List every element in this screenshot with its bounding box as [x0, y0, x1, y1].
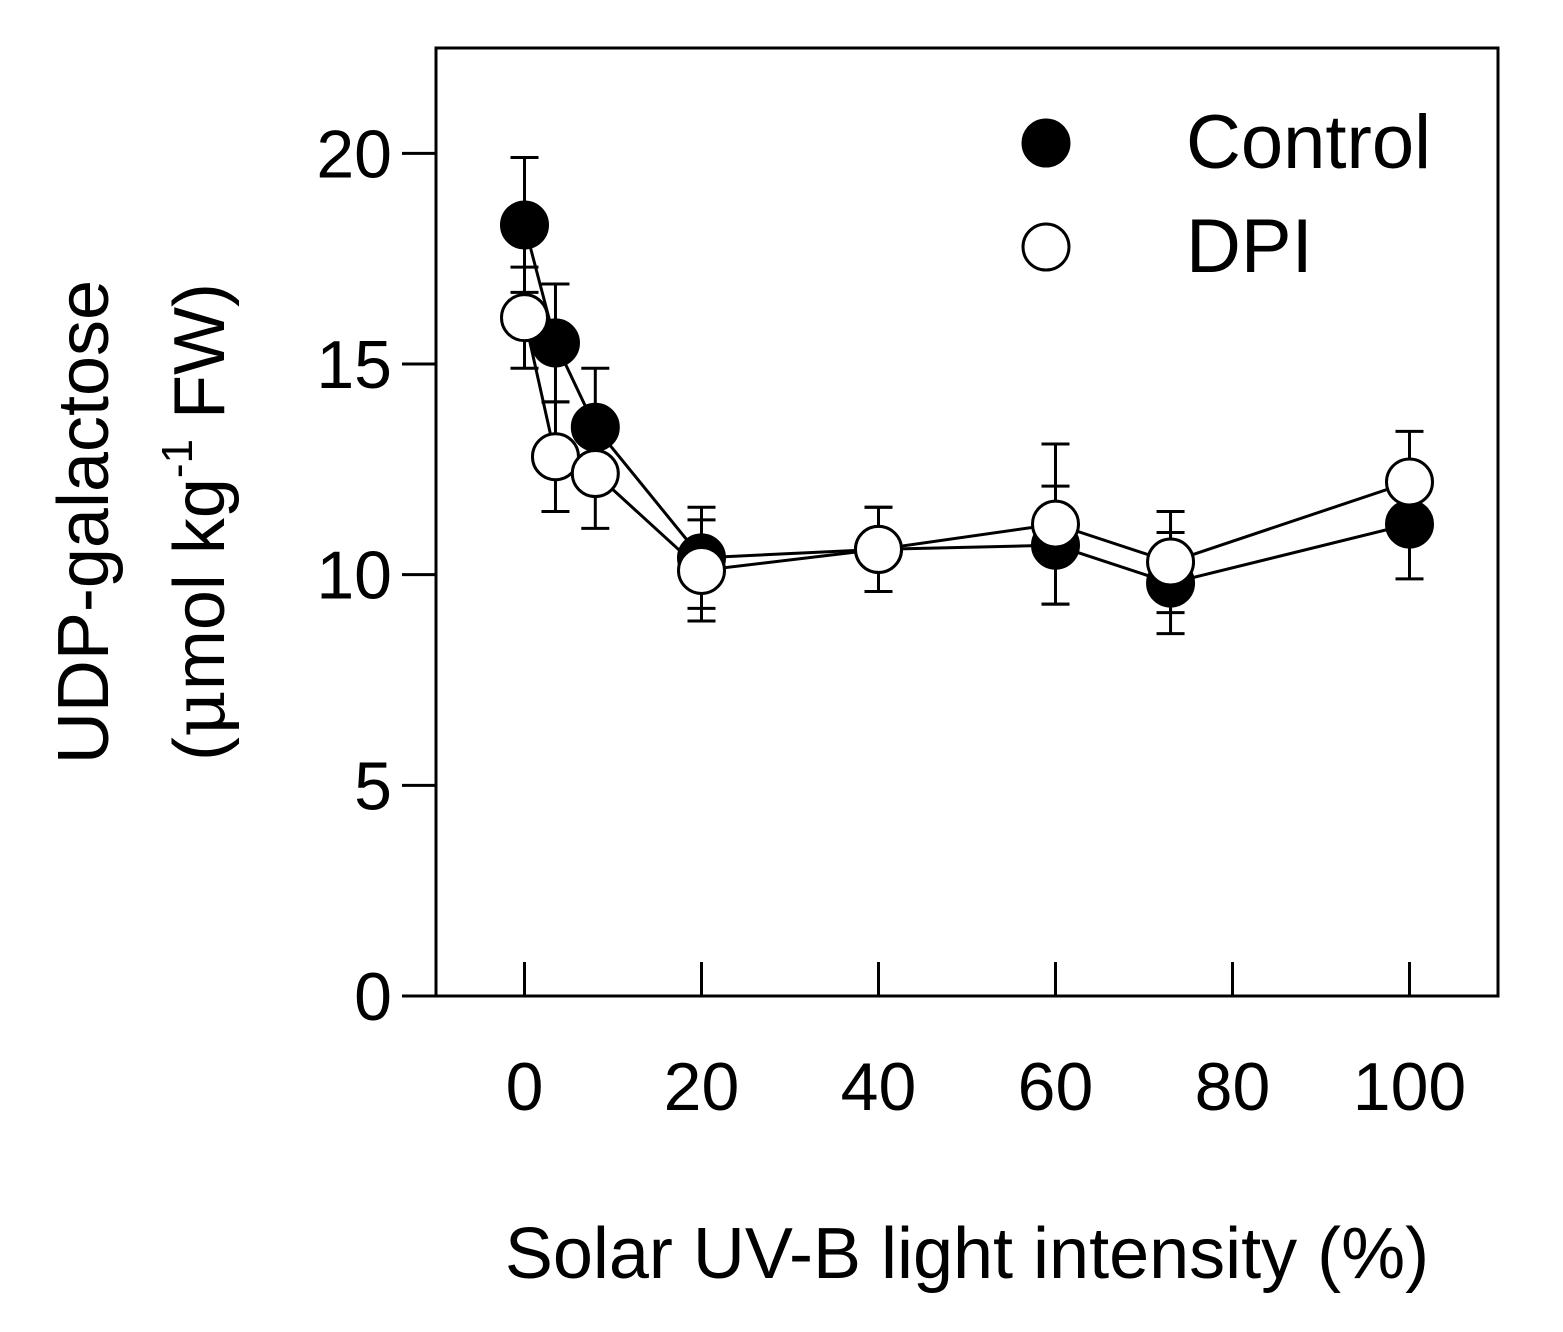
x-tick-label: 0: [506, 1049, 544, 1125]
data-point-dpi: [854, 524, 903, 574]
data-point-dpi: [1146, 537, 1196, 587]
x-tick-label: 80: [1195, 1049, 1271, 1125]
data-point-control: [1385, 499, 1434, 549]
x-tick-label: 100: [1353, 1049, 1466, 1125]
x-tick-label: 40: [841, 1049, 917, 1125]
legend-label-control: Control: [1186, 100, 1431, 185]
y-unit-end: FW): [160, 283, 240, 439]
data-point-dpi: [677, 545, 726, 595]
data-point-dpi: [570, 449, 620, 499]
legend-marker-dpi: [1021, 222, 1071, 272]
x-tick-label: 20: [664, 1049, 740, 1125]
plot-frame: [434, 46, 1500, 998]
y-unit-mid: mol kg: [160, 478, 240, 690]
data-point-control: [500, 200, 549, 250]
data-point-dpi: [500, 293, 549, 343]
y-unit-sup: -1: [153, 439, 202, 478]
series-line-dpi: [523, 317, 1410, 573]
y-tick-label: 20: [316, 116, 392, 192]
axis-ticks: 0 5 10 15 20 0 20 40 60 80 100: [316, 116, 1466, 1125]
legend-label-dpi: DPI: [1186, 204, 1313, 289]
y-axis-title-main: UDP-galactose: [44, 280, 124, 764]
y-axis-title-unit: (μmol kg-1 FW): [153, 283, 241, 761]
x-tick-label: 60: [1018, 1049, 1094, 1125]
y-axis-title: UDP-galactose (μmol kg-1 FW): [44, 280, 241, 764]
data-series: [500, 156, 1434, 636]
y-unit-mu: μ: [157, 690, 241, 737]
y-tick-label: 10: [316, 538, 392, 614]
data-point-dpi: [1031, 499, 1080, 549]
y-tick-label: 0: [354, 959, 392, 1035]
y-tick-label: 5: [354, 748, 392, 824]
y-tick-label: 15: [316, 327, 392, 403]
data-point-dpi: [1385, 457, 1434, 507]
y-unit-open: (: [160, 737, 240, 761]
legend-marker-control: [1021, 118, 1071, 168]
legend: Control DPI: [1021, 100, 1431, 289]
data-point-control: [570, 402, 620, 452]
x-axis-title: Solar UV-B light intensity (%): [505, 1214, 1429, 1294]
